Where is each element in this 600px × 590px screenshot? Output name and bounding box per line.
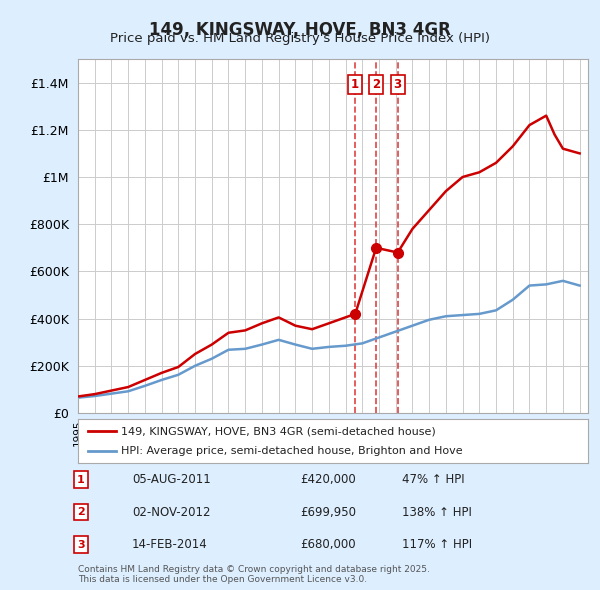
Text: 14-FEB-2014: 14-FEB-2014: [132, 538, 208, 551]
Text: 47% ↑ HPI: 47% ↑ HPI: [402, 473, 464, 486]
Text: 149, KINGSWAY, HOVE, BN3 4GR (semi-detached house): 149, KINGSWAY, HOVE, BN3 4GR (semi-detac…: [121, 427, 436, 436]
Text: 02-NOV-2012: 02-NOV-2012: [132, 506, 211, 519]
Text: Contains HM Land Registry data © Crown copyright and database right 2025.
This d: Contains HM Land Registry data © Crown c…: [78, 565, 430, 584]
Text: 117% ↑ HPI: 117% ↑ HPI: [402, 538, 472, 551]
Text: £699,950: £699,950: [300, 506, 356, 519]
Text: £680,000: £680,000: [300, 538, 356, 551]
Text: 1: 1: [351, 78, 359, 91]
Text: 2: 2: [77, 507, 85, 517]
Text: Price paid vs. HM Land Registry's House Price Index (HPI): Price paid vs. HM Land Registry's House …: [110, 32, 490, 45]
Text: 1: 1: [77, 475, 85, 484]
Text: HPI: Average price, semi-detached house, Brighton and Hove: HPI: Average price, semi-detached house,…: [121, 446, 463, 455]
Text: 3: 3: [394, 78, 402, 91]
Text: 05-AUG-2011: 05-AUG-2011: [132, 473, 211, 486]
Text: 149, KINGSWAY, HOVE, BN3 4GR: 149, KINGSWAY, HOVE, BN3 4GR: [149, 21, 451, 39]
Text: 2: 2: [372, 78, 380, 91]
Text: 138% ↑ HPI: 138% ↑ HPI: [402, 506, 472, 519]
Text: £420,000: £420,000: [300, 473, 356, 486]
Text: 3: 3: [77, 540, 85, 549]
